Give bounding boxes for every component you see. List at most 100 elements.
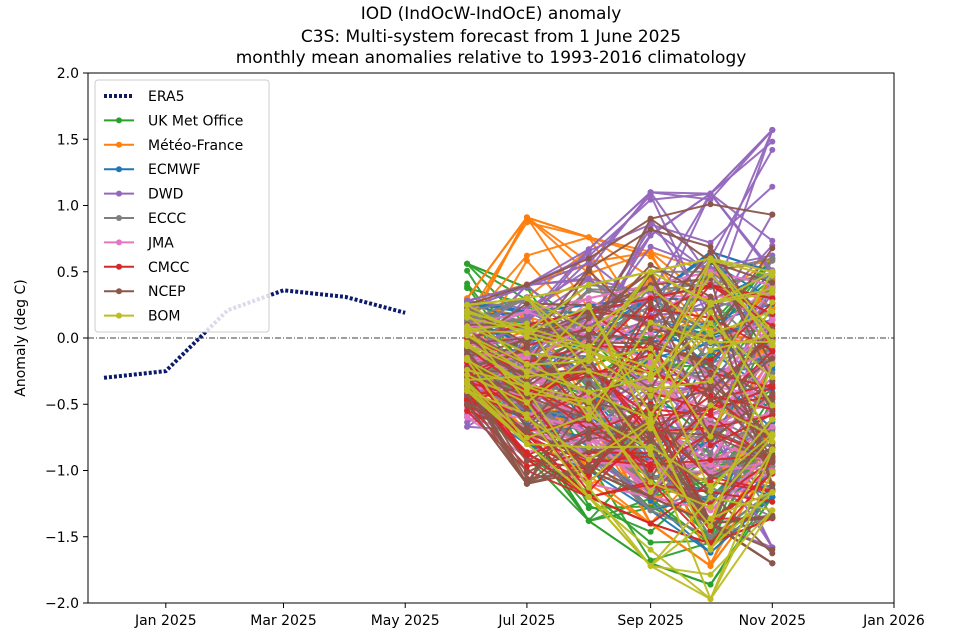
ensemble-member-point bbox=[769, 183, 776, 190]
ensemble-member-point bbox=[464, 419, 471, 426]
ensemble-member-point bbox=[585, 234, 592, 241]
x-tick-label: Nov 2025 bbox=[739, 613, 806, 629]
legend-marker bbox=[116, 288, 122, 295]
ensemble-member-point bbox=[585, 505, 592, 512]
chart-title: IOD (IndOcW-IndOcE) anomaly C3S: Multi-s… bbox=[236, 4, 747, 68]
legend-label: BOM bbox=[148, 309, 180, 325]
y-tick-label: −0.5 bbox=[45, 397, 79, 413]
legend-box bbox=[94, 79, 270, 333]
ensemble-member-point bbox=[585, 397, 592, 404]
ensemble-member-point bbox=[523, 214, 530, 221]
ensemble-member-point bbox=[464, 401, 471, 408]
ensemble-member-point bbox=[647, 319, 654, 326]
ensemble-member-point bbox=[523, 324, 530, 331]
ensemble-member-point bbox=[769, 370, 776, 377]
ensemble-member-point bbox=[647, 300, 654, 307]
ensemble-member-point bbox=[585, 412, 592, 419]
legend-item-uk-met-office: UK Met Office bbox=[104, 113, 243, 129]
ensemble-member-point bbox=[647, 562, 654, 569]
ensemble-member-point bbox=[769, 348, 776, 355]
ensemble-member-point bbox=[769, 402, 776, 409]
ensemble-member-point bbox=[707, 255, 714, 262]
ensemble-member-point bbox=[707, 494, 714, 501]
ensemble-member-point bbox=[585, 430, 592, 437]
ensemble-member-point bbox=[523, 295, 530, 302]
legend-item-m-t-o-france: Météo-France bbox=[104, 138, 243, 154]
ensemble-member-point bbox=[707, 386, 714, 393]
ensemble-member-point bbox=[769, 438, 776, 445]
ensemble-member-point bbox=[585, 334, 592, 341]
ensemble-member-point bbox=[707, 339, 714, 346]
ensemble-member-point bbox=[647, 386, 654, 393]
ensemble-member-point bbox=[707, 527, 714, 534]
ensemble-member-line bbox=[466, 341, 773, 550]
ensemble-member-point bbox=[464, 301, 471, 308]
ensemble-member-point bbox=[769, 423, 776, 430]
ensemble-member-point bbox=[707, 201, 714, 208]
ensemble-member-point bbox=[707, 504, 714, 511]
ensemble-member-line bbox=[466, 347, 774, 462]
ensemble-member-point bbox=[647, 285, 654, 292]
ensemble-member-point bbox=[707, 361, 714, 368]
y-tick-label: 0.5 bbox=[57, 265, 79, 281]
title-line-2: C3S: Multi-system forecast from 1 June 2… bbox=[301, 27, 681, 47]
legend-marker bbox=[116, 141, 122, 148]
ensemble-member-point bbox=[464, 343, 471, 350]
legend: ERA5 UK Met Office Météo-France ECMWF DWD ECC… bbox=[94, 79, 270, 333]
ensemble-member-point bbox=[647, 462, 654, 469]
ensemble-member-point bbox=[769, 546, 776, 553]
ensemble-member-point bbox=[647, 295, 654, 302]
ensemble-member-point bbox=[707, 488, 714, 495]
ensemble-member-point bbox=[585, 326, 592, 333]
ensemble-member-point bbox=[464, 377, 471, 383]
ensemble-member-point bbox=[707, 426, 714, 433]
ensemble-member-point bbox=[523, 441, 530, 447]
ensemble-member-point bbox=[647, 314, 654, 321]
ensemble-member-line bbox=[466, 371, 774, 526]
ensemble-member-point bbox=[523, 282, 530, 288]
ensemble-member-point bbox=[647, 345, 654, 352]
ensemble-member-point bbox=[585, 287, 592, 294]
ensemble-member-point bbox=[523, 390, 530, 396]
ensemble-member-point bbox=[707, 571, 714, 578]
ensemble-member-point bbox=[647, 353, 654, 360]
ensemble-member-point bbox=[585, 347, 592, 354]
ensemble-member-line bbox=[466, 347, 773, 482]
legend-label: ECMWF bbox=[148, 162, 201, 178]
ensemble-member-point bbox=[585, 358, 592, 364]
ensemble-member-line bbox=[466, 345, 773, 494]
ensemble-member-point bbox=[523, 458, 530, 464]
ensemble-member-point bbox=[707, 442, 714, 449]
ensemble-member-point bbox=[707, 473, 714, 480]
ensemble-member-point bbox=[523, 424, 530, 431]
ensemble-member-line bbox=[466, 288, 774, 368]
ensemble-member-point bbox=[523, 320, 530, 327]
ensemble-member-point bbox=[769, 408, 776, 415]
ensemble-member-point bbox=[523, 381, 530, 388]
ensemble-member-point bbox=[769, 257, 776, 264]
x-tick-label: Jan 2025 bbox=[134, 613, 197, 629]
ensemble-member-point bbox=[523, 329, 530, 336]
x-tick-label: Jul 2025 bbox=[497, 613, 555, 629]
ensemble-member-point bbox=[464, 280, 471, 287]
ensemble-member-point bbox=[523, 469, 530, 476]
ensemble-member-point bbox=[647, 262, 654, 268]
ensemble-member-point bbox=[464, 309, 471, 316]
ensemble-member-point bbox=[523, 219, 530, 226]
ensemble-member-line bbox=[466, 257, 774, 384]
ensemble-member-point bbox=[585, 380, 592, 387]
legend-item-cmcc: CMCC bbox=[104, 260, 190, 276]
series-bom bbox=[464, 255, 776, 602]
ensemble-member-point bbox=[464, 407, 471, 414]
x-axis-ticks: Jan 2025 Mar 2025 May 2025 Jul 2025 Sep 2025… bbox=[134, 603, 925, 629]
ensemble-member-point bbox=[769, 146, 776, 153]
ensemble-member-line bbox=[466, 354, 774, 494]
legend-label: ERA5 bbox=[148, 89, 185, 105]
legend-label: CMCC bbox=[148, 260, 190, 276]
ensemble-member-point bbox=[464, 423, 471, 430]
ensemble-member-point bbox=[523, 434, 530, 441]
ensemble-member-point bbox=[647, 466, 654, 473]
y-axis-label: Anomaly (deg C) bbox=[13, 279, 29, 396]
ensemble-member-point bbox=[523, 411, 530, 418]
ensemble-member-point bbox=[647, 226, 654, 233]
